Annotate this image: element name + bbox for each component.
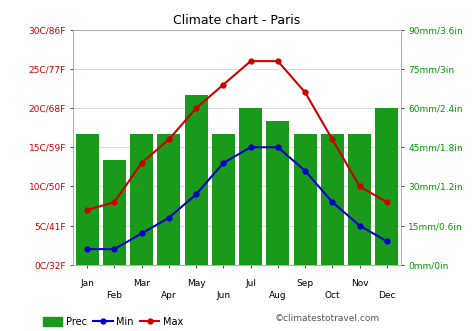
Bar [212,134,235,265]
Text: Jul: Jul [245,279,256,288]
Text: Oct: Oct [325,291,340,300]
Text: Dec: Dec [378,291,396,300]
Bar [321,134,344,265]
Bar [266,121,290,265]
Text: Nov: Nov [351,279,368,288]
Text: May: May [187,279,205,288]
Text: Jan: Jan [80,279,94,288]
Bar [130,134,153,265]
Text: Jun: Jun [216,291,230,300]
Bar [239,108,262,265]
Bar [293,134,317,265]
Bar [375,108,399,265]
Text: Feb: Feb [106,291,122,300]
Bar [348,134,371,265]
Text: Apr: Apr [161,291,177,300]
Legend: Prec, Min, Max: Prec, Min, Max [39,313,187,330]
Text: ©climatestotravel.com: ©climatestotravel.com [275,314,380,323]
Text: Aug: Aug [269,291,287,300]
Title: Climate chart - Paris: Climate chart - Paris [173,14,301,27]
Bar [75,134,99,265]
Text: Sep: Sep [297,279,314,288]
Bar [157,134,181,265]
Bar [103,160,126,265]
Bar [184,95,208,265]
Text: Mar: Mar [133,279,150,288]
